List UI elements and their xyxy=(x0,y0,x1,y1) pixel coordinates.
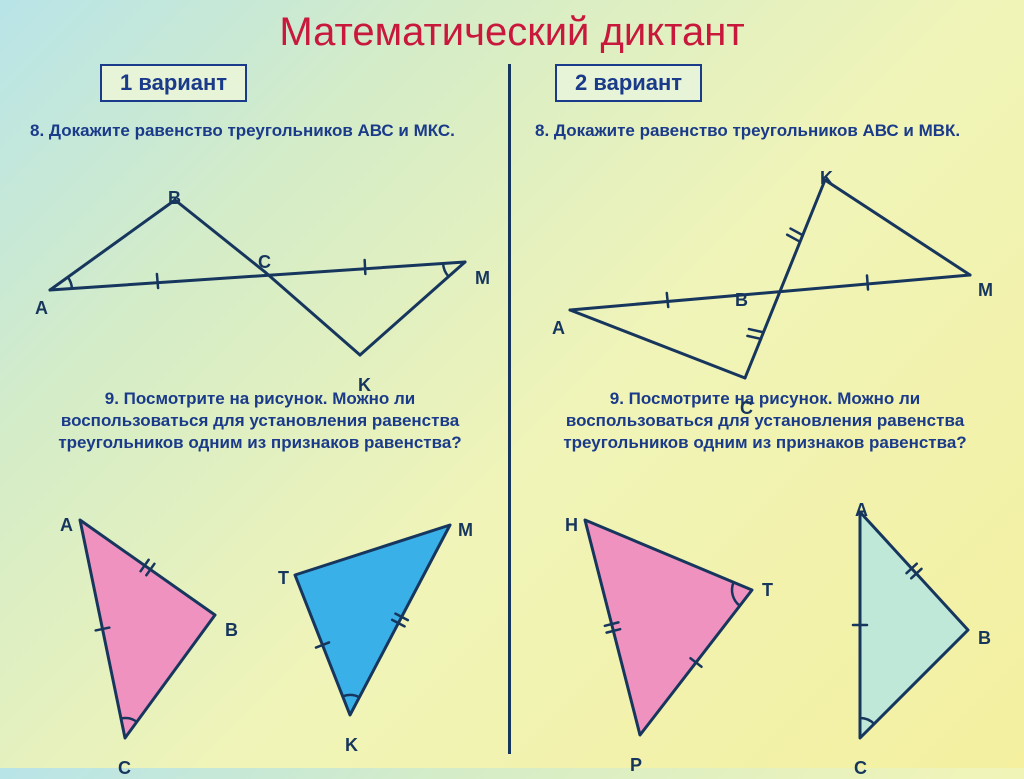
page-title: Математический диктант xyxy=(0,0,1024,55)
q8-left: 8. Докажите равенство треугольников АВС … xyxy=(30,120,490,142)
variant-1-box: 1 вариант xyxy=(100,64,247,102)
vertex-label: B xyxy=(735,290,748,311)
vertex-label: P xyxy=(630,755,642,776)
vertex-label: T xyxy=(278,568,289,589)
vertex-label: A xyxy=(35,298,48,319)
vertex-label: B xyxy=(168,188,181,209)
vertex-label: M xyxy=(978,280,993,301)
vertex-label: C xyxy=(854,758,867,779)
diagram-left-q8: ABCMK xyxy=(20,170,500,385)
vertex-label: M xyxy=(458,520,473,541)
vertex-label: A xyxy=(60,515,73,536)
q9-left: 9. Посмотрите на рисунок. Можно ли воспо… xyxy=(30,388,490,454)
vertex-label: B xyxy=(225,620,238,641)
vertex-label: C xyxy=(258,252,271,273)
vertex-label: B xyxy=(978,628,991,649)
vertex-label: M xyxy=(475,268,490,289)
diagram-right-q8: ABMKC xyxy=(530,160,1010,390)
vertex-label: A xyxy=(855,500,868,521)
vertical-divider xyxy=(508,64,511,754)
vertex-label: C xyxy=(740,398,753,419)
q9-right: 9. Посмотрите на рисунок. Можно ли воспо… xyxy=(535,388,995,454)
q8-right: 8. Докажите равенство треугольников АВС … xyxy=(535,120,995,142)
vertex-label: K xyxy=(358,375,371,396)
vertex-label: C xyxy=(118,758,131,779)
diagram-right-q9: HTPABC xyxy=(530,500,1010,765)
vertex-label: T xyxy=(762,580,773,601)
vertex-label: K xyxy=(820,168,833,189)
vertex-label: A xyxy=(552,318,565,339)
vertex-label: K xyxy=(345,735,358,756)
diagram-left-q9: ABCMTK xyxy=(20,500,500,765)
vertex-label: H xyxy=(565,515,578,536)
variant-2-box: 2 вариант xyxy=(555,64,702,102)
